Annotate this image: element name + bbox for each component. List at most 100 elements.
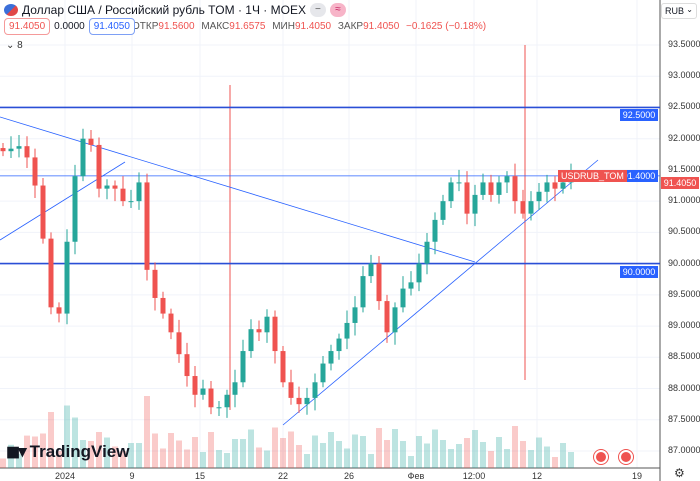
candle-body — [336, 338, 342, 352]
candle-body — [344, 322, 350, 339]
candle-body — [440, 201, 446, 220]
tradingview-logo[interactable]: ◼▾ TradingView — [6, 442, 130, 461]
candle-body — [200, 388, 206, 395]
candle-body — [528, 201, 534, 214]
volume-bar — [72, 417, 78, 468]
price-axis-label: 89.0000 — [668, 320, 700, 331]
price-axis-label: 90.5000 — [668, 226, 700, 237]
candle-body — [8, 148, 14, 152]
candle-body — [152, 269, 158, 298]
volume-bar — [536, 437, 542, 468]
time-axis-label: 2024 — [54, 471, 76, 481]
price-axis-label: 87.5000 — [668, 413, 700, 424]
price-axis-label: 92.5000 — [668, 101, 700, 112]
candle-body — [80, 138, 86, 177]
volume-bar — [288, 431, 294, 468]
time-axis-label: 12 — [531, 471, 543, 481]
candle-body — [328, 351, 334, 364]
symbol-tag: USDRUB_TOM — [558, 170, 627, 182]
candle-body — [224, 394, 230, 408]
volume-bar — [488, 451, 494, 468]
candle-body — [400, 288, 406, 308]
volume-bar — [8, 444, 14, 468]
currency-select[interactable]: RUB ⌄ — [661, 3, 697, 19]
price-change: −0.1625 (−0.18%) — [406, 21, 487, 32]
candle-body — [40, 185, 46, 239]
candle-body — [160, 297, 166, 314]
ohlc-values: ОТКР91.5600 МАКС91.6575 МИН91.4050 ЗАКР9… — [132, 21, 487, 32]
volume-bar — [192, 437, 198, 468]
volume-bar — [104, 437, 110, 468]
candle-body — [288, 382, 294, 398]
bid-price-label: 91.4000 — [620, 170, 658, 182]
candle-body — [240, 351, 246, 383]
candle-body — [16, 146, 22, 149]
candle-body — [432, 219, 438, 242]
volume-bar — [136, 443, 142, 468]
volume-bar — [336, 441, 342, 468]
candle-body — [192, 376, 198, 395]
volume-bar — [216, 450, 222, 468]
candle-body — [416, 263, 422, 283]
candle-body — [512, 176, 518, 202]
volume-bar — [200, 452, 206, 468]
candle-body — [96, 144, 102, 189]
volume-bar — [32, 436, 38, 468]
volume-bar — [504, 449, 510, 468]
volume-bar — [512, 426, 518, 468]
us-event-icon[interactable] — [594, 450, 608, 464]
candle-body — [312, 382, 318, 398]
candle-body — [32, 157, 38, 186]
volume-bar — [352, 434, 358, 468]
candle-body — [320, 363, 326, 383]
volume-bar — [120, 451, 126, 468]
candle-body — [272, 316, 278, 352]
candle-body — [24, 146, 30, 158]
price-axis-label: 91.0000 — [668, 195, 700, 206]
volume-bar — [40, 433, 46, 468]
candle-body — [120, 188, 126, 202]
volume-bar — [248, 429, 254, 468]
price-axis-label: 89.5000 — [668, 288, 700, 299]
time-axis-label: 9 — [129, 471, 135, 481]
volume-bar — [312, 435, 318, 468]
volume-bar — [152, 433, 158, 468]
volume-bar — [48, 412, 54, 468]
volume-bar — [128, 443, 134, 468]
price-axis-label: 88.0000 — [668, 382, 700, 393]
candle-body — [384, 301, 390, 333]
candle-body — [56, 307, 62, 314]
symbol-title[interactable]: Доллар США / Российский рубль TOM · 1Ч ·… — [22, 3, 306, 17]
volume-bar — [64, 405, 70, 468]
volume-bar — [176, 440, 182, 468]
candle-body — [376, 263, 382, 302]
volume-bar — [448, 449, 454, 468]
trend-line — [0, 116, 476, 263]
time-axis-label: 26 — [343, 471, 355, 481]
settings-gear-icon[interactable]: ⚙ — [674, 466, 685, 480]
indicators-toggle[interactable]: ⌄ 8 — [6, 40, 23, 51]
collapse-button[interactable]: − — [309, 3, 326, 17]
volume-bar — [240, 439, 246, 468]
volume-bar — [96, 432, 102, 468]
volume-bar — [344, 448, 350, 468]
spread-value: 0.0000 — [54, 21, 85, 32]
compare-button[interactable]: ≈ — [329, 3, 346, 17]
candle-body — [472, 194, 478, 214]
price-axis-label: 87.0000 — [668, 444, 700, 455]
symbol-legend: Доллар США / Российский рубль TOM · 1Ч ·… — [4, 3, 346, 17]
trend-line — [282, 159, 599, 426]
candle-body — [368, 263, 374, 277]
candle-body — [424, 241, 430, 264]
candle-body — [504, 176, 510, 183]
time-axis-label: 22 — [277, 471, 289, 481]
buy-button[interactable]: 91.4050 — [88, 18, 135, 35]
sell-button[interactable]: 91.4050 — [4, 18, 51, 35]
us-event-icon[interactable] — [619, 450, 633, 464]
volume-bar — [432, 429, 438, 468]
volume-bar — [544, 446, 550, 468]
volume-bar — [160, 448, 166, 468]
candle-body — [48, 238, 54, 308]
volume-bar — [408, 456, 414, 468]
